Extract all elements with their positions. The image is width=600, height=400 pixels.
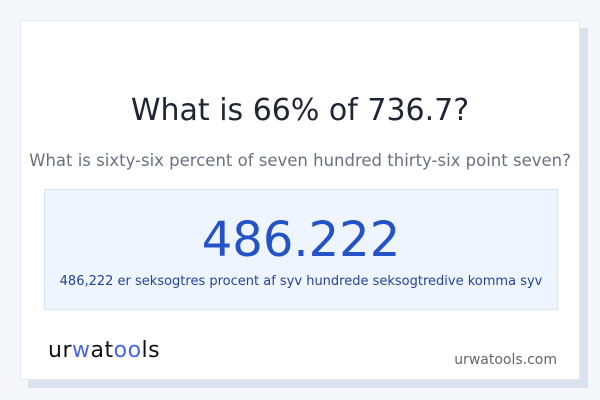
logo-text: ls <box>141 338 161 363</box>
result-box: 486.222 486,222 er seksogtres procent af… <box>44 189 558 310</box>
urwatools-logo: urwatools <box>48 338 160 363</box>
site-domain: urwatools.com <box>454 352 557 368</box>
page-title: What is 66% of 736.7? <box>130 93 470 128</box>
result-words: 486,222 er seksogtres procent af syv hun… <box>59 274 543 289</box>
result-card: What is 66% of 736.7? What is sixty-six … <box>20 20 580 380</box>
logo-text: at <box>90 338 114 363</box>
result-value: 486.222 <box>201 212 401 268</box>
logo-text: oo <box>113 338 142 363</box>
logo-text: ur <box>48 338 72 363</box>
page-subtitle: What is sixty-six percent of seven hundr… <box>29 151 571 170</box>
logo-text: w <box>72 338 91 363</box>
